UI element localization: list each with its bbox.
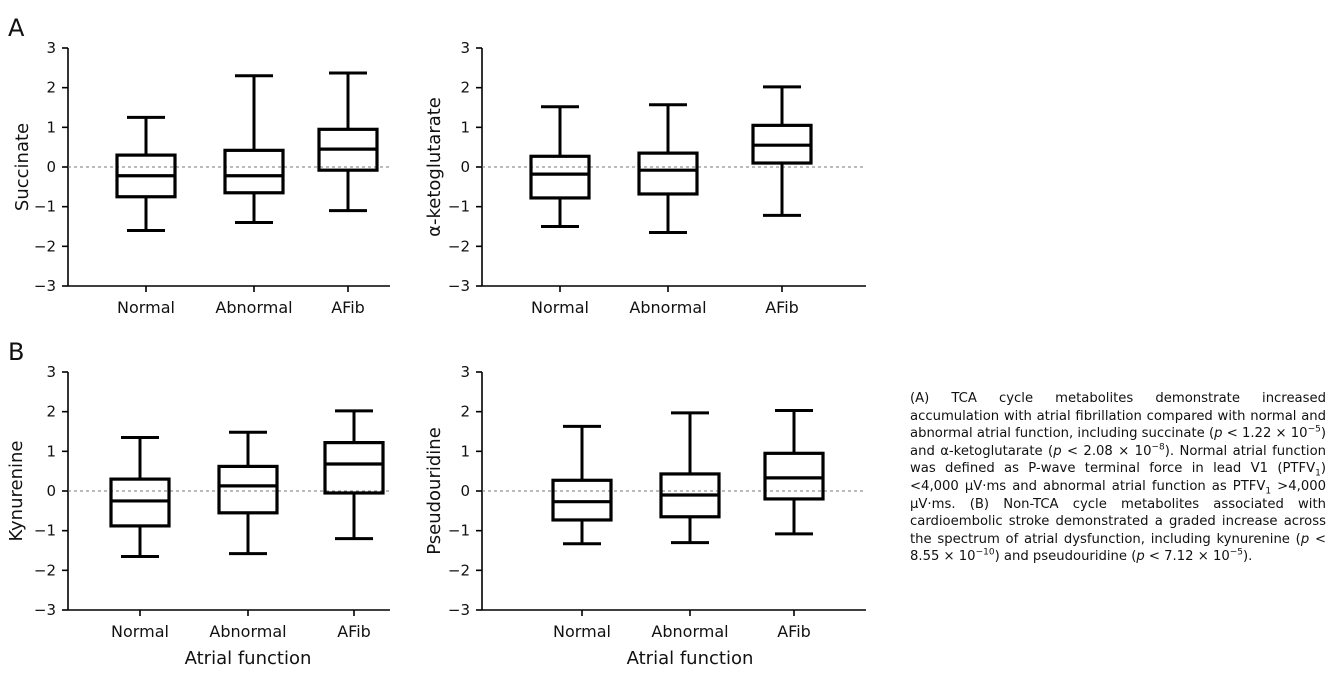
x-tick-label-afib: AFib xyxy=(765,298,799,317)
panel-label-a: A xyxy=(8,14,25,42)
box-afib xyxy=(763,408,825,536)
figure-caption: (A) TCA cycle metabolites demonstrate in… xyxy=(910,391,1327,565)
y-tick-label: −1 xyxy=(448,522,470,540)
box-normal xyxy=(529,105,591,228)
y-tick-label: 3 xyxy=(46,39,56,57)
y-tick-label: −3 xyxy=(448,601,470,619)
y-tick-label: −3 xyxy=(34,601,56,619)
chart-3: −3 −2 −1 0 1 2 3 Kynurenine Normal Abnormal AFib At… xyxy=(6,363,390,669)
y-tick-label: 2 xyxy=(46,79,56,97)
iqr-box xyxy=(529,154,591,200)
y-tick-label: −2 xyxy=(34,237,56,255)
y-tick-label: 0 xyxy=(460,158,470,176)
y-tick-label: 1 xyxy=(46,118,56,136)
x-axis-label: Atrial function xyxy=(185,648,312,669)
y-axis-label: Kynurenine xyxy=(6,441,27,542)
x-tick-label-normal: Normal xyxy=(553,622,611,641)
y-tick-label: 3 xyxy=(460,39,470,57)
y-tick-label: −2 xyxy=(34,561,56,579)
y-axis-label: Succinate xyxy=(12,123,33,211)
x-tick-label-normal: Normal xyxy=(531,298,589,317)
box-normal xyxy=(115,115,177,232)
box-afib xyxy=(751,85,813,217)
y-tick-label: −1 xyxy=(34,198,56,216)
y-tick-label: −3 xyxy=(34,277,56,295)
box-abnormal xyxy=(223,74,285,225)
y-tick-label: 2 xyxy=(460,403,470,421)
box-abnormal xyxy=(217,430,279,556)
x-axis-label: Atrial function xyxy=(627,648,754,669)
x-tick-label-afib: AFib xyxy=(777,622,811,641)
x-tick-label-afib: AFib xyxy=(337,622,371,641)
x-tick-label-afib: AFib xyxy=(331,298,365,317)
y-tick-label: −2 xyxy=(448,561,470,579)
chart-4: −3 −2 −1 0 1 2 3 Pseudouridine Normal Abnormal AFi… xyxy=(424,363,866,669)
iqr-box xyxy=(637,151,699,196)
x-tick-label-normal: Normal xyxy=(117,298,175,317)
box-afib xyxy=(317,71,379,213)
y-tick-label: −1 xyxy=(34,522,56,540)
y-tick-label: 0 xyxy=(46,158,56,176)
y-tick-label: 0 xyxy=(460,482,470,500)
y-tick-label: 1 xyxy=(46,442,56,460)
box-abnormal xyxy=(659,411,721,545)
x-tick-label-abnormal: Abnormal xyxy=(209,622,286,641)
y-tick-label: −1 xyxy=(448,198,470,216)
y-tick-label: 2 xyxy=(46,403,56,421)
y-tick-label: 3 xyxy=(460,363,470,381)
panel-label-b: B xyxy=(8,338,24,366)
box-normal xyxy=(109,435,171,558)
y-tick-label: 3 xyxy=(46,363,56,381)
chart-2: −3 −2 −1 0 1 2 3 α-ketoglutarate Normal Abnormal A… xyxy=(424,39,866,317)
iqr-box xyxy=(217,464,279,515)
iqr-box xyxy=(323,441,385,495)
box-afib xyxy=(323,409,385,541)
box-normal xyxy=(551,424,613,546)
y-tick-label: 1 xyxy=(460,118,470,136)
y-tick-label: 2 xyxy=(460,79,470,97)
y-axis-label: Pseudouridine xyxy=(424,427,445,555)
iqr-box xyxy=(763,451,825,501)
iqr-box xyxy=(223,148,285,195)
x-tick-label-normal: Normal xyxy=(111,622,169,641)
chart-1: −3 −2 −1 0 1 2 3 Succinate Normal Abnormal AFib xyxy=(12,39,390,317)
y-axis-label: α-ketoglutarate xyxy=(424,97,445,237)
y-tick-label: −3 xyxy=(448,277,470,295)
x-tick-label-abnormal: Abnormal xyxy=(651,622,728,641)
y-tick-label: 0 xyxy=(46,482,56,500)
x-tick-label-abnormal: Abnormal xyxy=(629,298,706,317)
box-abnormal xyxy=(637,103,699,234)
x-tick-label-abnormal: Abnormal xyxy=(215,298,292,317)
y-tick-label: −2 xyxy=(448,237,470,255)
y-tick-label: 1 xyxy=(460,442,470,460)
